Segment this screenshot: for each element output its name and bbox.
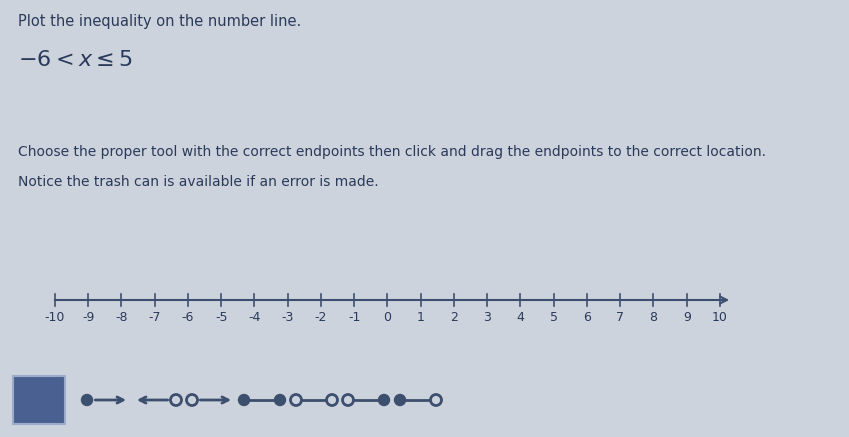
- Text: -10: -10: [45, 311, 65, 324]
- Text: 9: 9: [683, 311, 691, 324]
- Text: 7: 7: [616, 311, 624, 324]
- Circle shape: [379, 395, 390, 406]
- Text: Notice the trash can is available if an error is made.: Notice the trash can is available if an …: [18, 175, 379, 189]
- Text: -4: -4: [248, 311, 261, 324]
- Circle shape: [290, 395, 301, 406]
- Text: 10: 10: [712, 311, 728, 324]
- Text: Plot the inequality on the number line.: Plot the inequality on the number line.: [18, 14, 301, 29]
- Text: -2: -2: [315, 311, 327, 324]
- Text: 6: 6: [583, 311, 591, 324]
- Text: 8: 8: [649, 311, 657, 324]
- Text: 2: 2: [450, 311, 458, 324]
- Text: -7: -7: [149, 311, 161, 324]
- Circle shape: [171, 395, 182, 406]
- Text: 5: 5: [550, 311, 558, 324]
- Text: -9: -9: [82, 311, 94, 324]
- Circle shape: [239, 395, 250, 406]
- Circle shape: [82, 395, 93, 406]
- Text: $-6 < x \leq 5$: $-6 < x \leq 5$: [18, 50, 132, 70]
- Text: -5: -5: [215, 311, 228, 324]
- Circle shape: [342, 395, 353, 406]
- Text: 1: 1: [417, 311, 424, 324]
- Text: -8: -8: [115, 311, 127, 324]
- Circle shape: [327, 395, 338, 406]
- Text: Choose the proper tool with the correct endpoints then click and drag the endpoi: Choose the proper tool with the correct …: [18, 145, 766, 159]
- Text: 3: 3: [483, 311, 492, 324]
- Text: 4: 4: [516, 311, 525, 324]
- Circle shape: [187, 395, 198, 406]
- Text: 0: 0: [384, 311, 391, 324]
- Text: -3: -3: [282, 311, 294, 324]
- Circle shape: [430, 395, 441, 406]
- Circle shape: [395, 395, 406, 406]
- Circle shape: [274, 395, 285, 406]
- Text: -6: -6: [182, 311, 194, 324]
- Text: -1: -1: [348, 311, 361, 324]
- FancyBboxPatch shape: [13, 376, 65, 424]
